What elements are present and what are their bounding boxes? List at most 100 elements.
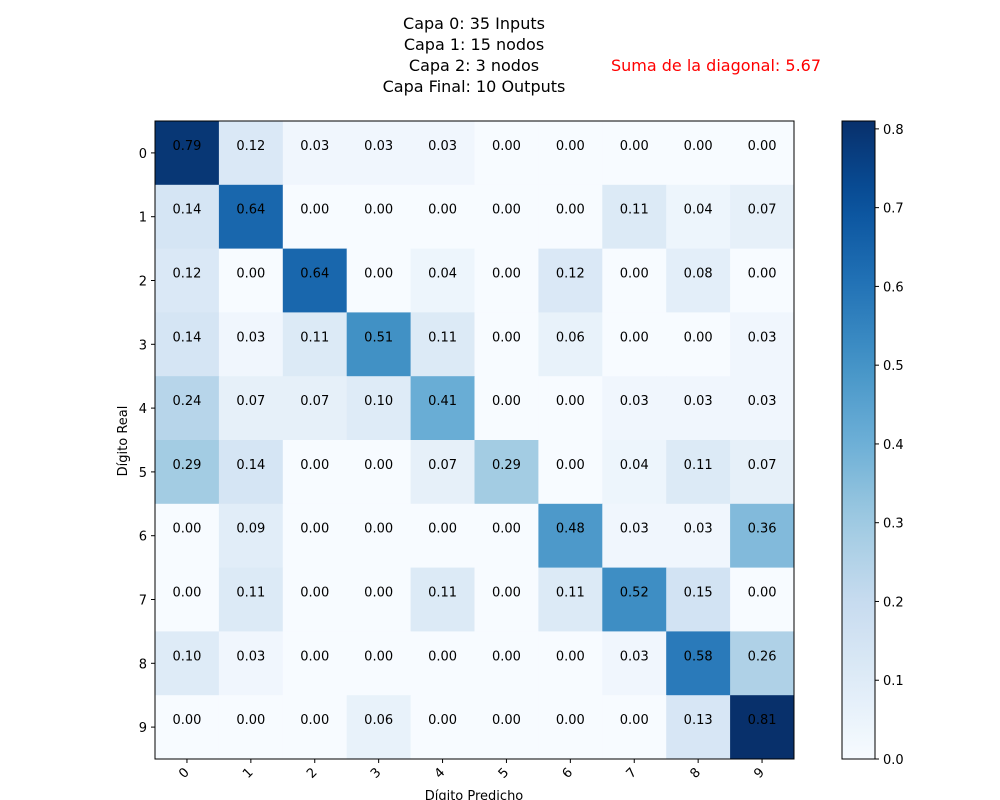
heatmap-cell — [538, 440, 603, 505]
colorbar-tick-label: 0.2 — [883, 595, 904, 610]
cell-value-label: 0.14 — [172, 330, 201, 345]
colorbar-tick-label: 0.5 — [883, 359, 904, 374]
cell-value-label: 0.26 — [748, 649, 777, 664]
heatmap-cell — [602, 503, 667, 569]
heatmap-cell — [602, 440, 667, 505]
cell-value-label: 0.00 — [172, 713, 201, 728]
colorbar-tick-label: 0.7 — [883, 202, 904, 217]
x-tick-label: 0 — [176, 765, 192, 781]
title-line: Capa 2: 3 nodos — [409, 56, 539, 75]
cell-value-label: 0.00 — [300, 586, 329, 601]
heatmap-cell — [218, 184, 284, 250]
heatmap-cell — [218, 312, 284, 377]
heatmap-cell — [474, 631, 539, 696]
cell-value-label: 0.00 — [620, 330, 649, 345]
heatmap-cell — [602, 312, 667, 377]
heatmap-cell — [730, 695, 795, 760]
cell-value-label: 0.11 — [684, 458, 713, 473]
heatmap-cell — [474, 248, 539, 313]
colorbar-ticks: 0.0 0.1 0.2 0.3 0.4 0.5 0.6 0.7 0.8 — [875, 123, 904, 768]
heatmap-cell — [155, 503, 220, 569]
cell-value-label: 0.00 — [492, 713, 521, 728]
cell-value-label: 0.00 — [492, 203, 521, 218]
heatmap-cell — [538, 248, 603, 313]
cell-value-label: 0.00 — [620, 139, 649, 154]
heatmap-cell — [218, 567, 284, 632]
heatmap-cell — [730, 631, 795, 696]
x-axis-label: Dígito Predicho — [425, 789, 524, 800]
heatmap-cell — [602, 121, 667, 186]
heatmap-cell — [730, 376, 795, 441]
cell-value-label: 0.03 — [684, 522, 713, 537]
heatmap-cell — [474, 312, 539, 377]
cell-value-label: 0.07 — [300, 394, 329, 409]
heatmap-cell — [730, 184, 795, 250]
heatmap-cell — [666, 631, 731, 696]
heatmap-cell — [602, 695, 667, 760]
cell-value-label: 0.03 — [620, 394, 649, 409]
heatmap-cell — [346, 631, 412, 696]
cell-value-label: 0.00 — [300, 713, 329, 728]
heatmap-cell — [666, 248, 731, 313]
heatmap-cell — [346, 121, 412, 186]
heatmap-cell — [218, 631, 284, 696]
cell-value-label: 0.04 — [428, 267, 457, 282]
cell-value-label: 0.07 — [236, 394, 265, 409]
heatmap-cell — [538, 121, 603, 186]
heatmap-cell — [155, 440, 220, 505]
heatmap-cell — [346, 695, 412, 760]
heatmap-cell — [218, 440, 284, 505]
y-tick-label: 7 — [139, 594, 147, 609]
y-tick-label: 5 — [139, 466, 147, 481]
cell-value-label: 0.51 — [364, 330, 393, 345]
cell-value-label: 0.00 — [428, 203, 457, 218]
cell-value-label: 0.14 — [172, 203, 201, 218]
y-tick-label: 2 — [139, 275, 147, 290]
y-tick-label: 6 — [139, 530, 147, 545]
cell-value-label: 0.29 — [492, 458, 521, 473]
cell-value-label: 0.64 — [236, 203, 265, 218]
heatmap-cell — [538, 695, 603, 760]
heatmap-cell — [474, 121, 539, 186]
colorbar-tick-label: 0.3 — [883, 517, 904, 532]
y-axis-label: Dígito Real — [116, 406, 131, 477]
cell-value-label: 0.00 — [556, 713, 585, 728]
cell-value-label: 0.00 — [492, 586, 521, 601]
heatmap-cell — [666, 503, 731, 569]
x-tick-label: 4 — [432, 765, 448, 781]
cell-value-label: 0.00 — [620, 267, 649, 282]
heatmap-cell — [282, 695, 348, 760]
diagonal-sum-annotation: Suma de la diagonal: 5.67 — [611, 56, 821, 75]
colorbar-tick-label: 0.0 — [883, 753, 904, 768]
cell-value-label: 0.81 — [748, 713, 777, 728]
cell-value-label: 0.00 — [748, 586, 777, 601]
cell-value-label: 0.41 — [428, 394, 457, 409]
heatmap-cell — [282, 248, 348, 313]
heatmap-cell — [346, 440, 412, 505]
cell-value-label: 0.00 — [364, 586, 393, 601]
heatmap-cell — [730, 312, 795, 377]
heatmap-cell — [155, 376, 220, 441]
cell-value-label: 0.00 — [300, 458, 329, 473]
cell-value-label: 0.10 — [364, 394, 393, 409]
y-tick-label: 1 — [139, 211, 147, 226]
heatmap-cell — [282, 312, 348, 377]
heatmap-cell — [410, 695, 475, 760]
heatmap-cell — [155, 312, 220, 377]
cell-value-label: 0.06 — [556, 330, 585, 345]
cell-value-label: 0.00 — [492, 394, 521, 409]
cell-value-label: 0.24 — [172, 394, 201, 409]
cell-value-label: 0.07 — [428, 458, 457, 473]
heatmap-cell — [282, 631, 348, 696]
plot-frame — [154, 120, 795, 760]
cell-value-label: 0.00 — [364, 522, 393, 537]
heatmap-cell — [474, 503, 539, 569]
chart-title: Capa 0: 35 Inputs Capa 1: 15 nodos Capa 2:… — [383, 14, 566, 96]
cell-value-label: 0.04 — [620, 458, 649, 473]
heatmap-cell — [602, 248, 667, 313]
cell-value-label: 0.03 — [300, 139, 329, 154]
heatmap-cell — [346, 567, 412, 632]
cell-value-label: 0.00 — [684, 139, 713, 154]
cell-value-label: 0.58 — [684, 649, 713, 664]
heatmap-cell — [730, 567, 795, 632]
